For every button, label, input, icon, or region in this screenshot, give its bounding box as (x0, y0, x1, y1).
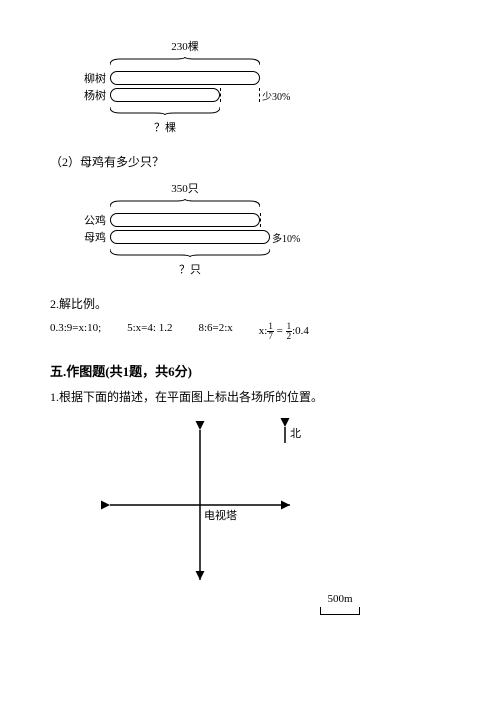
diagram-rooster-hen: 350只 公鸡 母鸡 多10% ？只 (80, 180, 450, 277)
north-label: 北 (290, 425, 301, 441)
brace-top-icon (110, 57, 260, 65)
axes-diagram: 北 电视塔 500m (90, 415, 370, 615)
diagram-willow-poplar: 230棵 柳树 杨树 少30% ？棵 (80, 38, 450, 135)
problem-3: 8:6=2:x (198, 322, 232, 341)
brace-top-icon (110, 199, 260, 207)
diagram2-bottom-value: ？只 (110, 261, 270, 277)
question-proportion-text: 2.解比例。 (50, 295, 450, 312)
scale-indicator: 500m (320, 593, 360, 615)
diagram2-top-value: 350只 (110, 180, 260, 196)
diagram1-gap-label: 少30% (262, 88, 290, 103)
problem-1: 0.3:9=x:10; (50, 322, 101, 341)
p4-pre: x: (259, 325, 268, 337)
diagram1-bottom-value: ？棵 (110, 119, 220, 135)
scale-label: 500m (327, 593, 352, 605)
diagram1-row2-label: 杨树 (80, 87, 110, 103)
bar-long (110, 230, 270, 244)
problem-2: 5:x=4: 1.2 (127, 322, 172, 341)
gap-dash (260, 213, 270, 227)
diagram1-top-value: 230棵 (110, 38, 260, 54)
bar-full (110, 71, 260, 85)
proportion-problems-row: 0.3:9=x:10; 5:x=4: 1.2 8:6=2:x x:17 = 12… (50, 322, 450, 341)
bar-short (110, 88, 220, 102)
diagram2-row1-label: 公鸡 (80, 212, 110, 228)
section-5-heading: 五.作图题(共1题，共6分) (50, 361, 450, 380)
axes-svg (90, 415, 370, 595)
problem-4: x:17 = 12:0.4 (259, 322, 309, 341)
scale-bar-icon (320, 607, 360, 615)
brace-bottom-icon (110, 249, 270, 257)
p4-mid: = (274, 325, 286, 337)
diagram2-row2-label: 母鸡 (80, 229, 110, 245)
gap-dash (220, 88, 260, 102)
center-label: 电视塔 (204, 507, 237, 523)
diagram1-row1-label: 柳树 (80, 70, 110, 86)
diagram2-gap-label: 多10% (272, 230, 300, 245)
brace-bottom-icon (110, 107, 220, 115)
question-2-text: （2）母鸡有多少只？ (50, 153, 450, 170)
bar-full (110, 213, 260, 227)
p4-post: :0.4 (292, 325, 309, 337)
question-5-1-text: 1.根据下面的描述，在平面图上标出各场所的位置。 (50, 388, 450, 405)
